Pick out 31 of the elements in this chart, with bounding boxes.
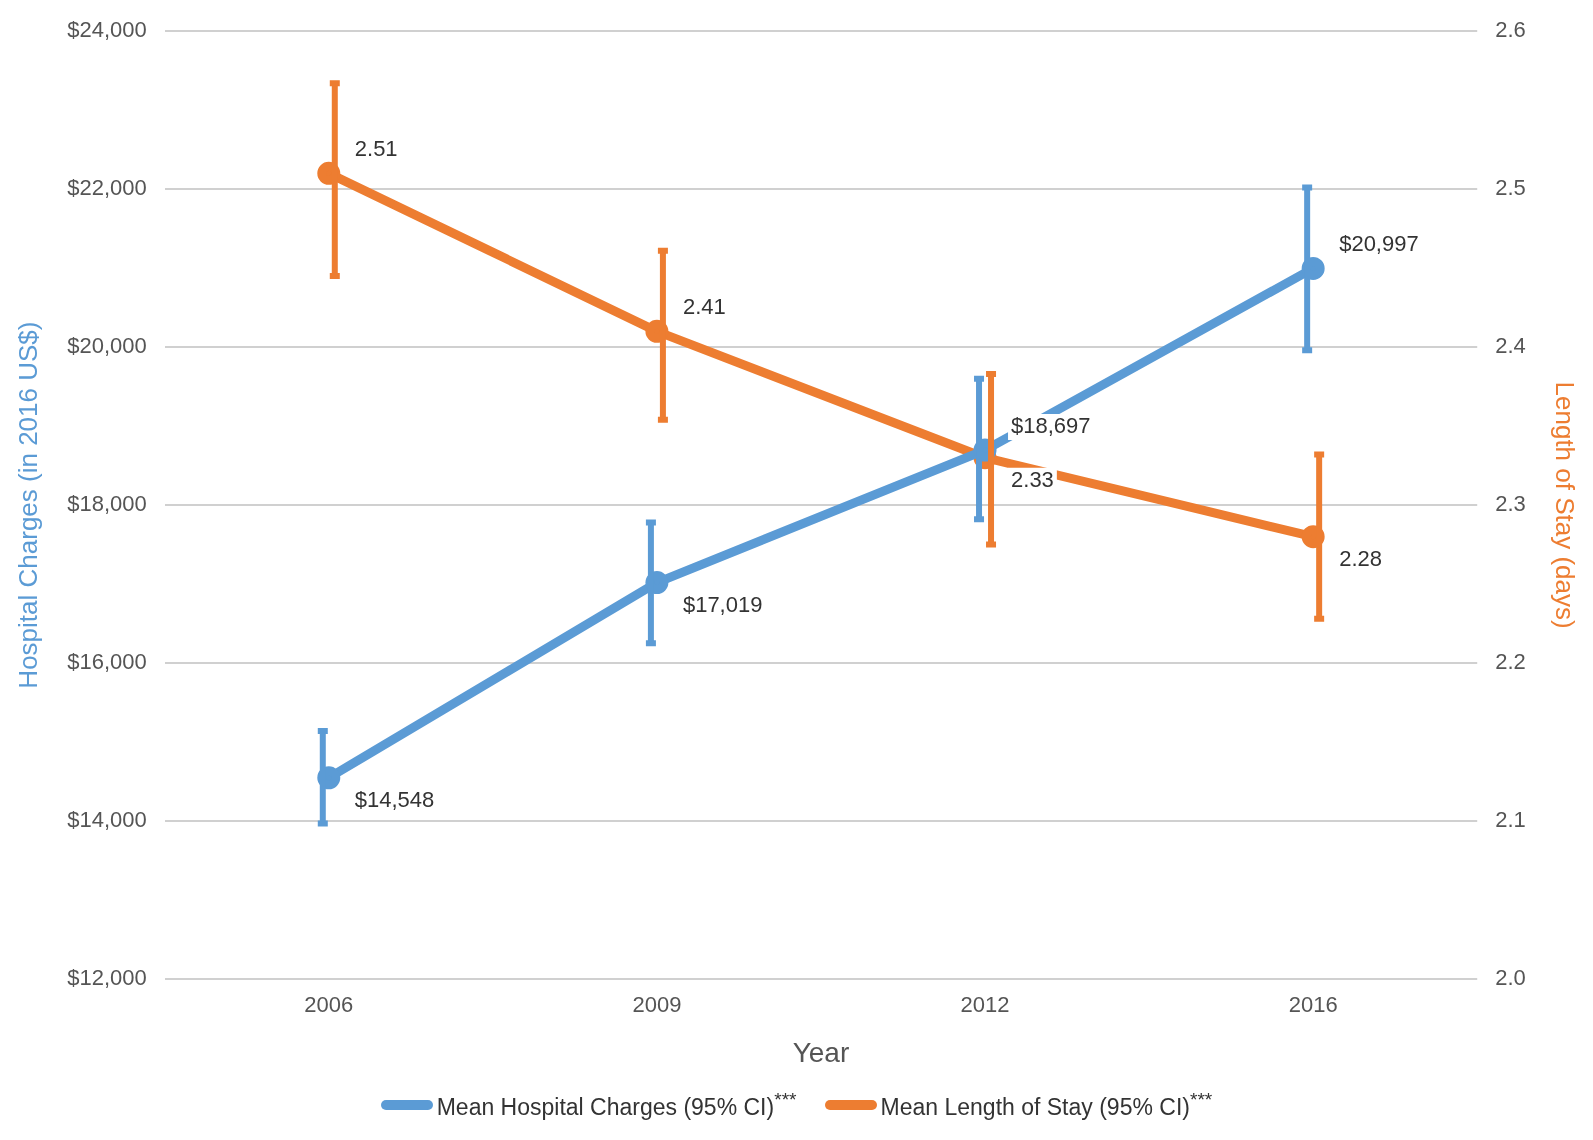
y2-axis-title: Length of Stay (days)	[1550, 381, 1581, 629]
y-tick-label: $14,000	[67, 807, 147, 833]
y-tick-label: $12,000	[67, 965, 147, 991]
y-tick-label: $24,000	[67, 17, 147, 43]
x-axis-title: Year	[792, 1036, 850, 1068]
y-tick-label: $16,000	[67, 649, 147, 675]
x-tick-label: 2006	[304, 992, 354, 1018]
y2-tick-label: 2.4	[1495, 333, 1526, 359]
x-tick-label: 2012	[960, 992, 1010, 1018]
y-tick-label: $22,000	[67, 175, 147, 201]
data-label: $17,019	[682, 591, 763, 617]
data-label: $14,548	[354, 786, 435, 812]
x-tick-label: 2009	[632, 992, 682, 1018]
y-axis-title: Hospital Charges (in 2016 US$)	[12, 321, 43, 689]
y2-tick-label: 2.1	[1495, 807, 1526, 833]
data-label: 2.51	[354, 136, 398, 162]
legend-label: Mean Hospital Charges (95% CI)$^{***}$	[436, 1089, 797, 1121]
y-tick-label: $18,000	[67, 491, 147, 517]
x-tick-label: 2016	[1288, 992, 1338, 1018]
y2-tick-label: 2.6	[1495, 17, 1526, 43]
y2-tick-label: 2.3	[1495, 491, 1526, 517]
data-label: $20,997	[1339, 231, 1419, 257]
y2-tick-label: 2.0	[1495, 965, 1526, 991]
y2-tick-label: 2.5	[1495, 175, 1526, 201]
data-label: 2.28	[1339, 545, 1382, 571]
legend-label: Mean Length of Stay (95% CI)$^{***}$	[880, 1089, 1213, 1121]
data-label: 2.33	[1011, 466, 1054, 492]
y2-tick-label: 2.2	[1495, 649, 1526, 675]
y-tick-label: $20,000	[67, 333, 147, 359]
data-label: $18,697	[1011, 413, 1091, 439]
data-label: 2.41	[682, 294, 726, 320]
